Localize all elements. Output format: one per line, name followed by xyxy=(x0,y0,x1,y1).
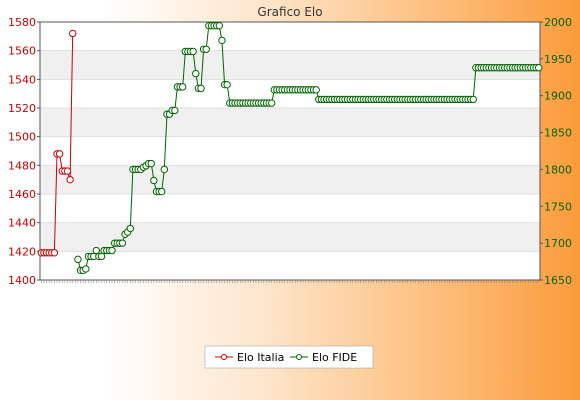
data-point-elo-fide xyxy=(178,83,187,91)
y-left-tick-label: 1480 xyxy=(8,159,36,172)
data-point-elo-fide xyxy=(218,36,226,45)
data-point-elo-fide xyxy=(534,64,543,72)
data-point-elo-fide xyxy=(150,176,158,185)
y-right-tick-label: 1800 xyxy=(544,163,572,176)
y-left-tick-label: 1400 xyxy=(8,274,36,287)
y-left-tick-label: 1520 xyxy=(8,102,36,115)
legend-marker-elo-italia xyxy=(221,354,227,360)
data-point-elo-fide xyxy=(126,224,135,233)
grid-band xyxy=(40,79,540,108)
data-point-elo-fide xyxy=(158,187,166,196)
data-point-elo-fide xyxy=(223,80,231,89)
data-point-elo-fide xyxy=(74,255,82,264)
data-point-elo-italia xyxy=(69,29,77,38)
y-right-tick-label: 1950 xyxy=(544,53,572,66)
data-point-elo-fide xyxy=(108,246,116,255)
y-left-tick-label: 1560 xyxy=(8,45,36,58)
y-right-tick-label: 1900 xyxy=(544,90,572,103)
legend-marker-elo-fide xyxy=(296,354,302,360)
data-point-elo-fide xyxy=(189,47,197,56)
data-point-elo-fide xyxy=(97,252,106,261)
data-point-elo-italia xyxy=(66,175,74,184)
data-point-elo-italia xyxy=(55,150,64,158)
data-point-elo-fide xyxy=(118,239,127,247)
data-point-elo-fide xyxy=(202,45,210,53)
grid-band xyxy=(40,194,540,223)
y-left-tick-label: 1420 xyxy=(8,245,36,258)
grid-band xyxy=(40,251,540,280)
legend-box xyxy=(204,345,374,369)
grid-band xyxy=(40,108,540,137)
grid-band xyxy=(40,136,540,166)
legend-label-elo-italia: Elo Italia xyxy=(237,351,284,364)
y-left-tick-label: 1500 xyxy=(8,131,36,144)
y-right-tick-label: 2000 xyxy=(544,16,572,29)
data-point-elo-fide xyxy=(312,86,320,94)
data-point-elo-fide xyxy=(171,106,179,115)
data-point-elo-italia xyxy=(63,167,72,175)
data-point-elo-fide xyxy=(192,69,200,78)
data-point-elo-fide xyxy=(147,159,155,168)
data-point-elo-fide xyxy=(197,84,205,93)
data-point-elo-fide xyxy=(469,95,477,104)
data-point-elo-fide xyxy=(92,246,100,255)
data-point-elo-fide xyxy=(267,99,276,107)
y-right-tick-label: 1650 xyxy=(544,274,572,287)
chart-title: Grafico Elo xyxy=(257,5,322,19)
y-right-tick-label: 1850 xyxy=(544,127,572,140)
legend-label-elo-fide: Elo FIDE xyxy=(312,351,357,364)
y-left-tick-label: 1440 xyxy=(8,217,36,230)
grid-band xyxy=(40,222,540,252)
grid-band xyxy=(40,165,540,194)
data-point-elo-fide xyxy=(82,265,90,273)
y-right-tick-label: 1750 xyxy=(544,200,572,213)
y-left-tick-label: 1460 xyxy=(8,188,36,201)
grid-band xyxy=(40,22,540,51)
data-point-elo-italia xyxy=(50,249,59,257)
y-left-tick-label: 1540 xyxy=(8,73,36,86)
y-right-tick-label: 1700 xyxy=(544,237,572,250)
data-point-elo-fide xyxy=(215,21,224,30)
grid-band xyxy=(40,50,540,80)
y-left-tick-label: 1580 xyxy=(8,16,36,29)
data-point-elo-fide xyxy=(160,165,169,174)
